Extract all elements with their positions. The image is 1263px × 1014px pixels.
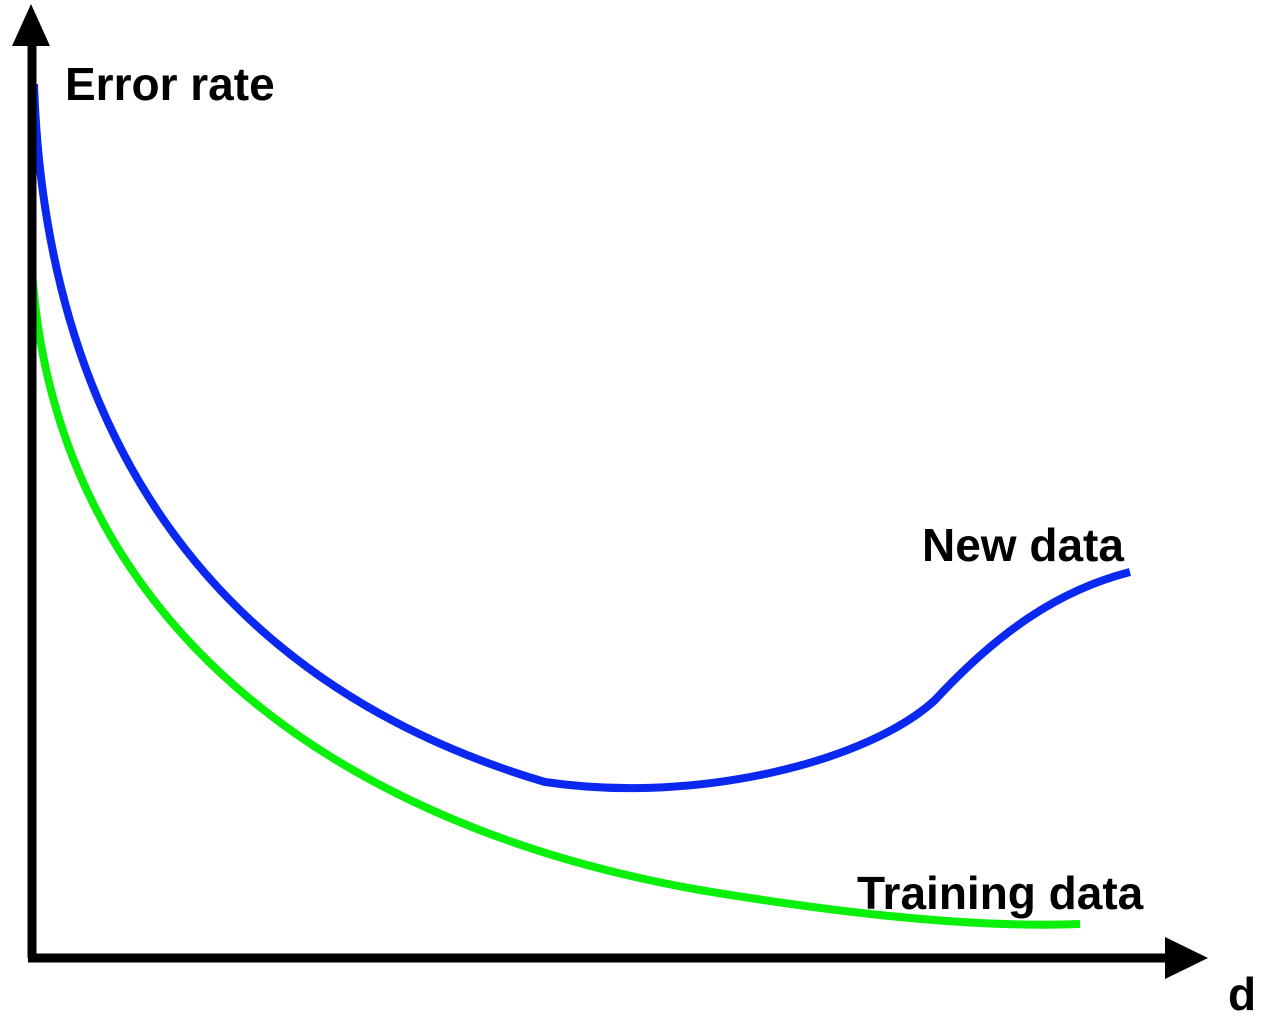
x-axis-arrow [1165,937,1208,979]
training-data-curve [28,269,1081,929]
curve-label: Training data [857,867,1144,919]
y-axis-arrow [12,4,50,46]
y-axis-label: Error rate [65,58,275,110]
curve-label: New data [922,519,1124,571]
new-data-curve [30,83,1131,793]
x-axis-label: d [1228,968,1256,1014]
